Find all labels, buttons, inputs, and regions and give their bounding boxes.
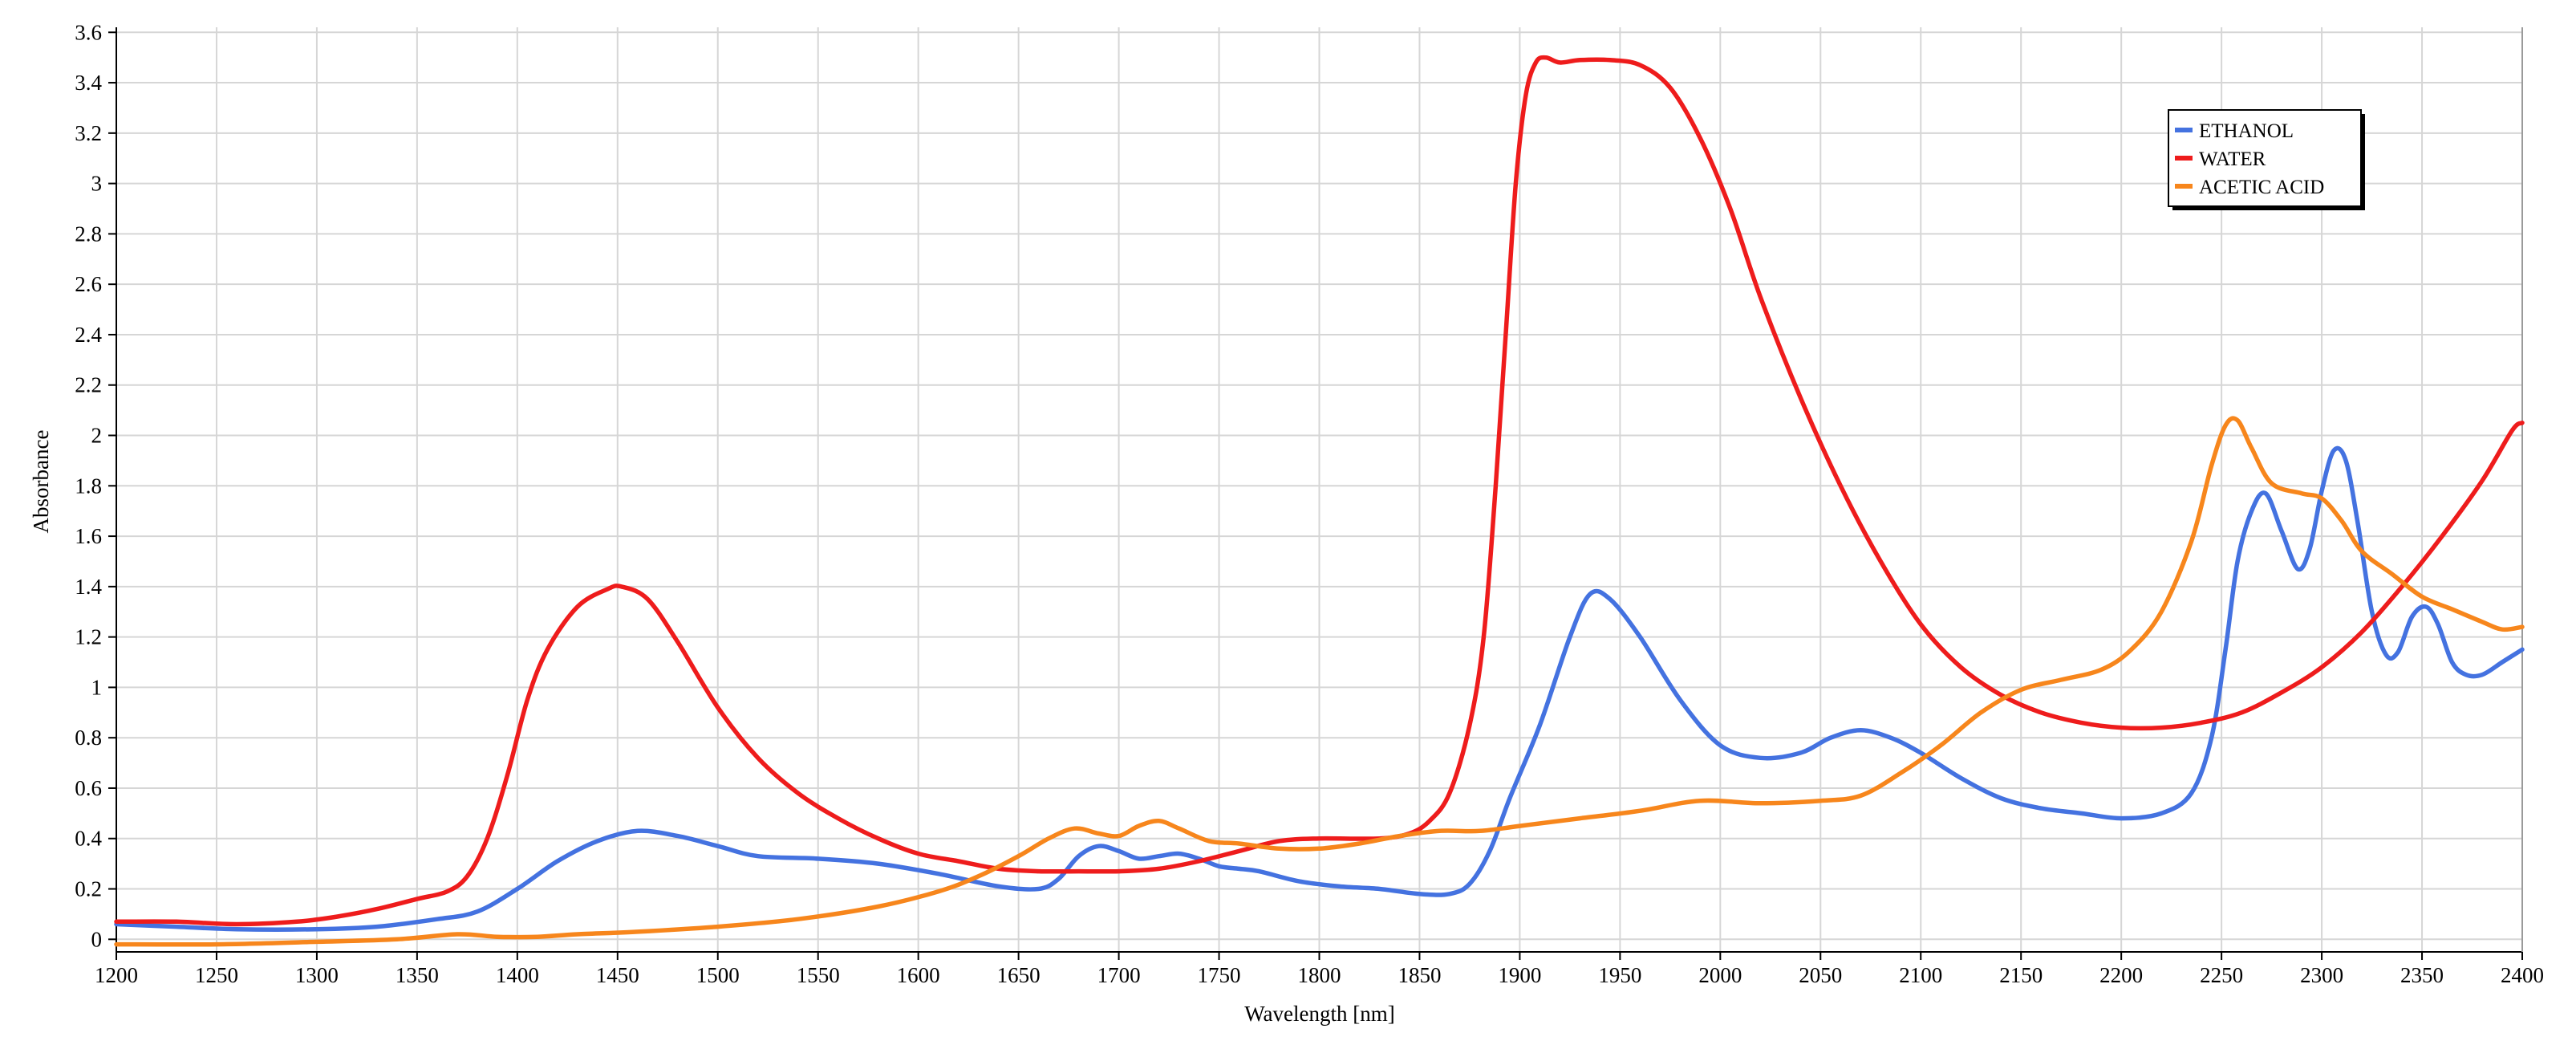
legend-label: WATER [2199,148,2266,170]
y-tick-label: 0.4 [75,827,102,851]
y-tick-label: 2.8 [75,222,102,246]
y-tick-label: 2 [91,424,103,448]
x-tick-label: 1500 [696,963,740,987]
legend: ETHANOL WATER ACETIC ACID [2168,109,2365,210]
x-tick-label: 1300 [295,963,339,987]
x-tick-label: 1750 [1198,963,1241,987]
y-tick-label: 1.6 [75,524,102,548]
x-tick-label: 1250 [195,963,238,987]
y-tick-label: 0.6 [75,776,102,800]
x-tick-label: 1400 [496,963,539,987]
x-tick-label: 2250 [2200,963,2243,987]
x-tick-label: 2000 [1698,963,1742,987]
y-tick-label: 3.4 [75,71,102,95]
y-tick-label: 3.6 [75,20,102,44]
x-tick-label: 1850 [1398,963,1441,987]
y-tick-label: 2.6 [75,272,102,296]
x-tick-label: 2400 [2501,963,2544,987]
legend-label: ETHANOL [2199,120,2294,142]
x-tick-label: 1550 [797,963,840,987]
x-tick-label: 1800 [1298,963,1341,987]
grid [116,27,2523,952]
y-axis-title: Absorbance [29,430,53,534]
x-tick-label: 2050 [1799,963,1842,987]
x-tick-label: 2200 [2099,963,2143,987]
y-tick-label: 1 [91,675,103,699]
y-tick-label: 0.8 [75,726,102,750]
y-tick-label: 2.4 [75,323,102,347]
y-tick-label: 1.2 [75,625,102,649]
x-tick-label: 1950 [1598,963,1641,987]
y-tick-label: 1.8 [75,474,102,498]
series-line-acetic-acid [114,416,2525,947]
legend-box [2168,109,2362,207]
y-tick-label: 0.2 [75,877,102,901]
x-tick-label: 1350 [396,963,439,987]
y-tick-label: 0 [91,927,103,951]
x-tick-label: 2150 [1999,963,2043,987]
x-tick-label: 2350 [2400,963,2444,987]
series-line-water [114,55,2525,927]
x-axis-title: Wavelength [nm] [1244,1002,1395,1026]
x-tick-label: 1650 [997,963,1041,987]
series-line-ethanol [114,445,2525,932]
y-tick-label: 3.2 [75,121,102,145]
x-tick-label: 1450 [596,963,639,987]
series-lines [114,55,2525,947]
y-tick-label: 2.2 [75,373,102,397]
x-tick-label: 1200 [95,963,138,987]
x-tick-label: 1900 [1498,963,1541,987]
legend-label: ACETIC ACID [2199,177,2324,198]
x-tick-label: 1700 [1097,963,1141,987]
x-tick-label: 2100 [1899,963,1942,987]
x-tick-label: 1600 [897,963,940,987]
x-tick-label: 2300 [2300,963,2343,987]
y-tick-label: 1.4 [75,575,102,599]
y-tick-label: 3 [91,172,103,196]
axes: 1200 1250 1300 1350 1400 1450 1500 1550 1600 1650… [75,20,2544,987]
